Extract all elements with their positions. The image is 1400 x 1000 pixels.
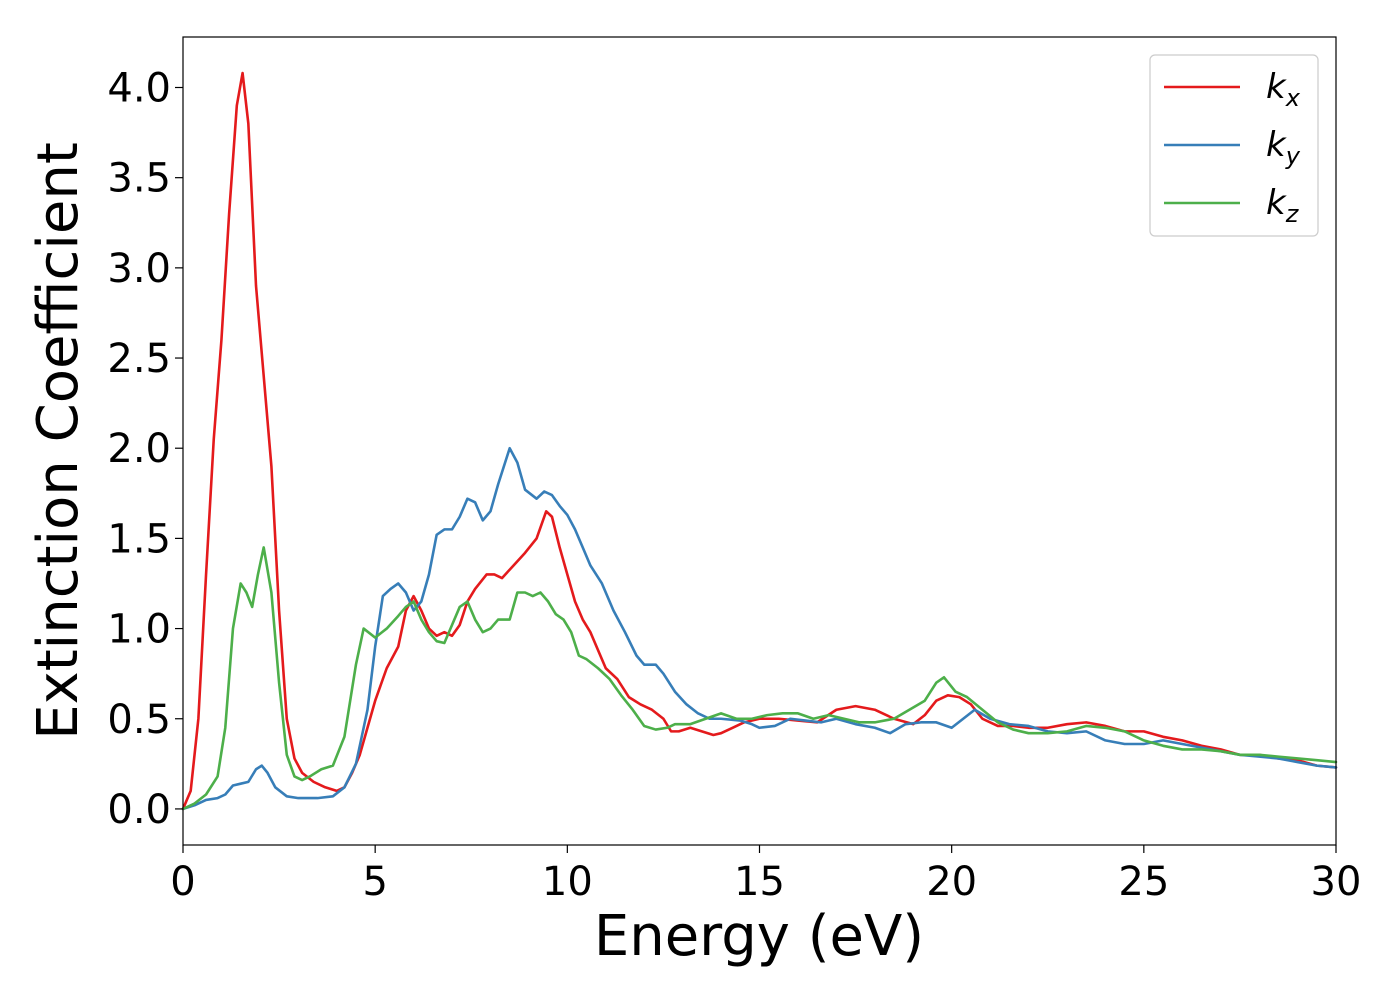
series-line-k-z [181,546,1338,811]
plot-frame [182,36,1337,846]
legend-label-subscript: x [1285,84,1301,112]
y-tick-label: 2.0 [107,426,171,472]
legend-label-k-y: ky [1266,125,1301,170]
y-tick-label: 0.5 [107,697,171,743]
legend-label-k-x: kx [1266,67,1301,112]
legend-label-k-z: kz [1266,183,1300,228]
legend-label-main: k [1266,125,1287,165]
x-tick-label: 10 [542,859,593,905]
legend-label-main: k [1266,183,1287,223]
x-tick-label: 0 [170,859,195,905]
x-tick-label: 15 [734,859,785,905]
series-line-k-y [181,446,1338,811]
legend-label-subscript: z [1285,200,1300,228]
legend-label-subscript: y [1285,142,1301,170]
x-tick-label: 5 [362,859,387,905]
series-line-k-x [181,71,1338,811]
y-tick-label: 3.5 [107,156,171,202]
ticks-layer: 0 5 10 15 20 25 30 0.0 0.5 1.0 1.5 2.0 2.5 3.0 3.5 4.0 [107,66,1361,906]
x-axis-title: Energy (eV) [594,904,924,969]
x-tick-label: 20 [926,859,977,905]
legend-label-main: k [1266,67,1287,107]
x-tick-label: 25 [1118,859,1169,905]
y-tick-label: 1.5 [107,516,171,562]
y-tick-label: 1.0 [107,607,171,653]
x-tick-label: 30 [1311,859,1362,905]
y-tick-label: 2.5 [107,336,171,382]
series-layer [181,71,1338,811]
y-tick-label: 0.0 [107,787,171,833]
y-axis-title: Extinction Coefficient [26,142,91,740]
y-tick-label: 3.0 [107,246,171,292]
y-tick-label: 4.0 [107,66,171,112]
